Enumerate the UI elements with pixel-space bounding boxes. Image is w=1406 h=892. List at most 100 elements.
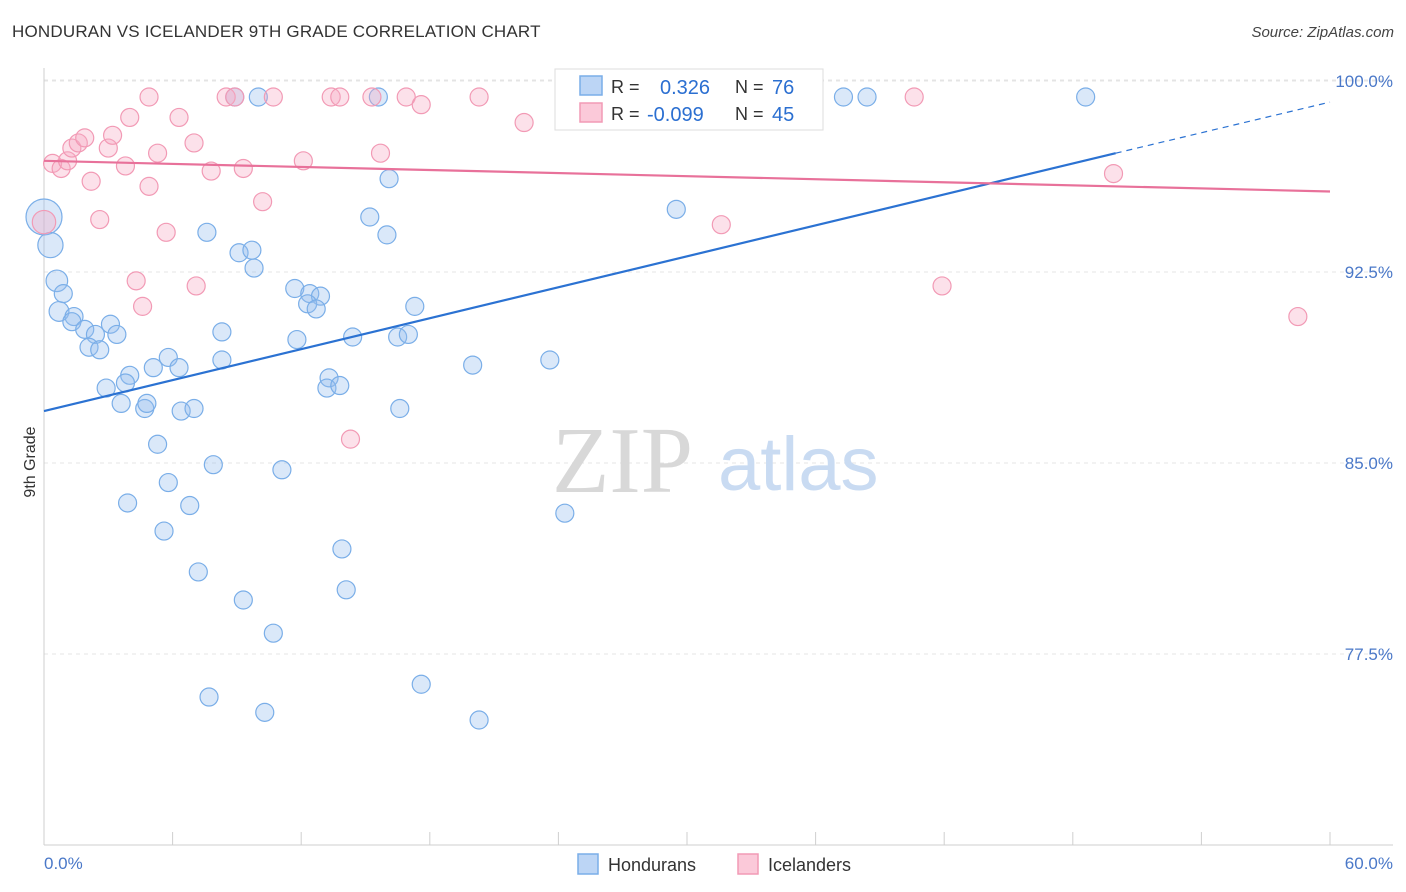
icelander-point-4 bbox=[62, 138, 82, 158]
icelander-point-30 bbox=[340, 429, 361, 449]
bottom-legend: Hondurans Icelanders bbox=[577, 853, 851, 875]
icelander-point-26 bbox=[263, 87, 283, 107]
honduran-point-68 bbox=[248, 87, 268, 107]
icelander-point-7 bbox=[81, 171, 101, 191]
bottom-legend-label-hondurans: Hondurans bbox=[608, 855, 696, 875]
icelander-point-15 bbox=[139, 176, 159, 196]
honduran-point-52 bbox=[360, 207, 380, 227]
honduran-point-36 bbox=[197, 222, 217, 242]
honduran-point-3 bbox=[53, 284, 73, 304]
axes bbox=[43, 68, 1393, 846]
icelander-point-5 bbox=[68, 133, 88, 153]
source-label: Source: ZipAtlas.com bbox=[1251, 24, 1394, 41]
trend-lines bbox=[43, 101, 1331, 413]
bottom-legend-label-icelanders: Icelanders bbox=[768, 855, 851, 875]
honduran-point-47 bbox=[287, 329, 307, 350]
icelander-point-12 bbox=[120, 107, 140, 128]
honduran-point-0 bbox=[25, 198, 63, 236]
legend-r-label-hondurans: R = bbox=[611, 77, 640, 97]
honduran-point-53 bbox=[377, 225, 397, 245]
legend-r-value-icelanders: -0.099 bbox=[647, 104, 704, 126]
honduran-point-32 bbox=[263, 623, 283, 643]
honduran-point-7 bbox=[75, 319, 95, 339]
icelander-point-11 bbox=[115, 156, 136, 176]
legend-swatch-hondurans bbox=[579, 75, 603, 96]
watermark-zip: ZIP bbox=[552, 409, 693, 513]
icelander-point-23 bbox=[225, 87, 245, 107]
honduran-point-33 bbox=[199, 687, 219, 707]
honduran-point-38 bbox=[242, 240, 262, 260]
icelander-point-9 bbox=[98, 138, 118, 158]
icelander-point-40 bbox=[904, 87, 924, 107]
chart-title: HONDURAN VS ICELANDER 9TH GRADE CORRELAT… bbox=[12, 22, 541, 41]
icelander-point-41 bbox=[932, 276, 952, 296]
honduran-point-21 bbox=[137, 393, 157, 413]
icelander-point-8 bbox=[90, 209, 110, 230]
y-tick-label-2: 85.0% bbox=[1345, 454, 1393, 473]
icelander-point-35 bbox=[469, 87, 489, 107]
honduran-point-58 bbox=[390, 398, 410, 419]
honduran-point-64 bbox=[540, 350, 560, 370]
honduran-point-34 bbox=[255, 702, 275, 722]
stats-legend: R = 0.326 N = 76 R = -0.099 N = 45 bbox=[554, 68, 824, 131]
bottom-legend-swatch-hondurans bbox=[577, 853, 599, 875]
series-icelanders-points bbox=[31, 87, 1308, 449]
y-axis-title: 9th Grade bbox=[22, 426, 39, 497]
honduran-point-25 bbox=[203, 455, 223, 475]
icelander-point-34 bbox=[411, 95, 431, 115]
honduran-point-10 bbox=[107, 324, 127, 345]
icelander-point-37 bbox=[139, 87, 159, 107]
icelander-point-6 bbox=[75, 128, 95, 148]
x-tick-label-left: 0.0% bbox=[44, 854, 83, 873]
honduran-point-23 bbox=[184, 398, 204, 419]
honduran-point-14 bbox=[143, 358, 163, 378]
honduran-point-61 bbox=[411, 674, 431, 694]
honduran-point-46 bbox=[306, 299, 326, 319]
y-tick-label-3: 77.5% bbox=[1345, 645, 1393, 664]
honduran-point-19 bbox=[111, 393, 131, 413]
icelander-point-10 bbox=[102, 125, 123, 145]
icelander-point-19 bbox=[184, 133, 204, 153]
icelander-point-29 bbox=[330, 87, 350, 107]
honduran-point-9 bbox=[100, 314, 121, 334]
icelander-point-18 bbox=[169, 107, 189, 128]
icelander-trend-line bbox=[43, 159, 1331, 193]
icelander-point-31 bbox=[362, 87, 382, 107]
watermark: ZIP atlas bbox=[552, 409, 879, 513]
honduran-point-39 bbox=[244, 258, 264, 278]
honduran-point-74 bbox=[1076, 87, 1096, 107]
legend-n-label-hondurans: N = bbox=[735, 77, 764, 97]
honduran-point-60 bbox=[336, 580, 356, 600]
honduran-point-65 bbox=[555, 503, 575, 523]
honduran-point-29 bbox=[154, 521, 174, 541]
icelander-point-20 bbox=[186, 276, 206, 296]
legend-n-label-icelanders: N = bbox=[735, 104, 764, 124]
honduran-point-66 bbox=[666, 199, 686, 219]
y-tick-label-0: 100.0% bbox=[1335, 72, 1393, 91]
y-tick-labels: 100.0% 92.5% 85.0% 77.5% bbox=[1335, 72, 1393, 664]
legend-r-value-hondurans: 0.326 bbox=[660, 77, 710, 99]
icelander-point-27 bbox=[293, 151, 313, 171]
icelander-point-43 bbox=[1288, 306, 1308, 327]
legend-n-value-hondurans: 76 bbox=[772, 77, 794, 99]
icelander-point-14 bbox=[132, 296, 153, 316]
icelander-point-0 bbox=[31, 209, 57, 235]
series-hondurans-points bbox=[25, 87, 1096, 730]
honduran-point-63 bbox=[463, 355, 483, 375]
honduran-point-2 bbox=[45, 269, 69, 293]
bottom-legend-swatch-icelanders bbox=[737, 853, 759, 875]
icelander-point-39 bbox=[711, 215, 731, 235]
honduran-point-57 bbox=[398, 324, 418, 345]
icelander-point-24 bbox=[233, 158, 253, 179]
honduran-point-26 bbox=[158, 472, 178, 493]
icelander-point-42 bbox=[1103, 164, 1124, 184]
icelander-point-17 bbox=[156, 222, 176, 242]
icelander-point-16 bbox=[147, 143, 168, 163]
honduran-point-55 bbox=[405, 296, 425, 316]
honduran-point-40 bbox=[212, 322, 232, 342]
icelander-point-2 bbox=[51, 158, 71, 179]
icelander-point-25 bbox=[253, 192, 273, 212]
icelander-point-13 bbox=[126, 271, 146, 291]
honduran-point-12 bbox=[90, 340, 110, 360]
